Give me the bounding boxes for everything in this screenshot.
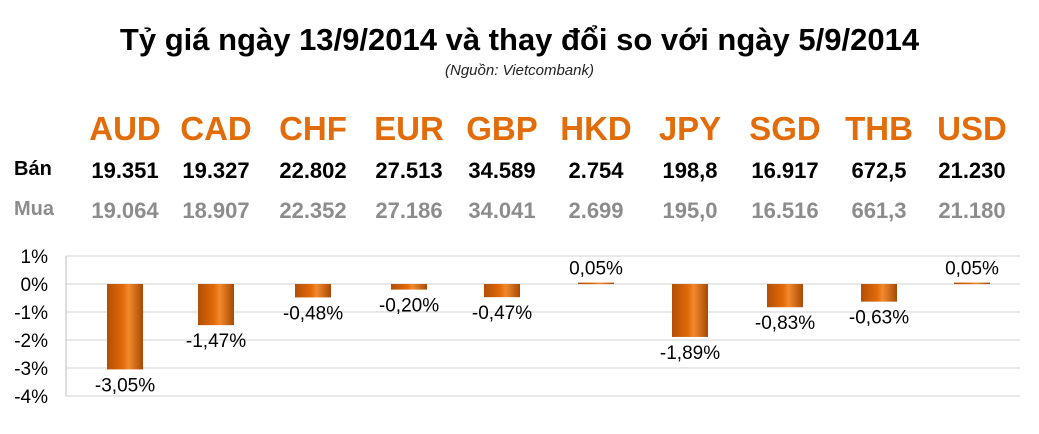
bar-sgd [767, 284, 803, 308]
currency-code-gbp: GBP [466, 110, 538, 147]
y-tick-label: -2% [14, 331, 48, 352]
data-label-eur: -0,20% [379, 296, 439, 317]
data-label-aud: -3,05% [95, 375, 155, 396]
sell-row-label: Bán [14, 158, 52, 180]
currency-code-cad: CAD [180, 110, 252, 147]
sell-rate-cad: 19.327 [182, 158, 250, 183]
y-tick-label: 1% [21, 247, 49, 268]
buy-rate-thb: 661,3 [851, 198, 907, 223]
currency-code-hkd: HKD [560, 110, 632, 147]
buy-rate-aud: 19.064 [91, 198, 159, 223]
buy-rate-sgd: 16.516 [751, 198, 819, 223]
currency-code-usd: USD [937, 110, 1007, 147]
buy-rate-gbp: 34.041 [468, 198, 536, 223]
buy-rate-hkd: 2.699 [568, 198, 624, 223]
sell-rate-thb: 672,5 [851, 158, 907, 183]
currency-code-aud: AUD [89, 110, 161, 147]
buy-row-label: Mua [14, 198, 54, 220]
change-bar-chart: 1% 0% -1% -2% -3% -4% -3,05% -1,47% -0,48% -0,20%… [14, 247, 1020, 408]
bar-jpy [672, 284, 708, 337]
bar-usd [954, 282, 990, 285]
source-note: (Nguồn: Vietcombank) [445, 62, 594, 79]
bar-cad [198, 284, 234, 326]
buy-rate-chf: 22.352 [279, 198, 347, 223]
bar-eur [391, 284, 427, 290]
currency-code-eur: EUR [374, 110, 444, 147]
sell-rate-jpy: 198,8 [662, 158, 718, 183]
currency-code-thb: THB [845, 110, 913, 147]
data-label-thb: -0,63% [849, 308, 909, 329]
data-label-hkd: 0,05% [569, 259, 623, 280]
sell-rate-gbp: 34.589 [468, 158, 536, 183]
data-label-gbp: -0,47% [472, 303, 532, 324]
sell-rate-chf: 22.802 [279, 158, 347, 183]
buy-rate-usd: 21.180 [938, 198, 1006, 223]
sell-rate-eur: 27.513 [375, 158, 443, 183]
sell-rate-hkd: 2.754 [568, 158, 624, 183]
bar-aud [107, 284, 143, 370]
data-label-usd: 0,05% [945, 259, 999, 280]
currency-code-chf: CHF [279, 110, 347, 147]
page-title: Tỷ giá ngày 13/9/2014 và thay đổi so với… [119, 22, 920, 57]
sell-rate-sgd: 16.917 [751, 158, 819, 183]
currency-code-sgd: SGD [749, 110, 821, 147]
y-tick-label: -3% [14, 359, 48, 380]
data-label-cad: -1,47% [186, 331, 246, 352]
buy-rate-eur: 27.186 [375, 198, 443, 223]
buy-rate-cad: 18.907 [182, 198, 250, 223]
currency-code-jpy: JPY [658, 110, 722, 147]
buy-rate-jpy: 195,0 [662, 198, 718, 223]
bar-thb [861, 284, 897, 302]
bar-hkd [578, 282, 614, 285]
sell-rate-aud: 19.351 [91, 158, 159, 183]
y-tick-label: -1% [14, 303, 48, 324]
y-tick-label: 0% [21, 275, 49, 296]
bar-gbp [484, 284, 520, 298]
sell-rate-usd: 21.230 [938, 158, 1006, 183]
data-label-chf: -0,48% [283, 303, 343, 324]
y-tick-label: -4% [14, 387, 48, 408]
data-label-jpy: -1,89% [660, 343, 720, 364]
bar-chf [295, 284, 331, 298]
data-label-sgd: -0,83% [755, 313, 815, 334]
